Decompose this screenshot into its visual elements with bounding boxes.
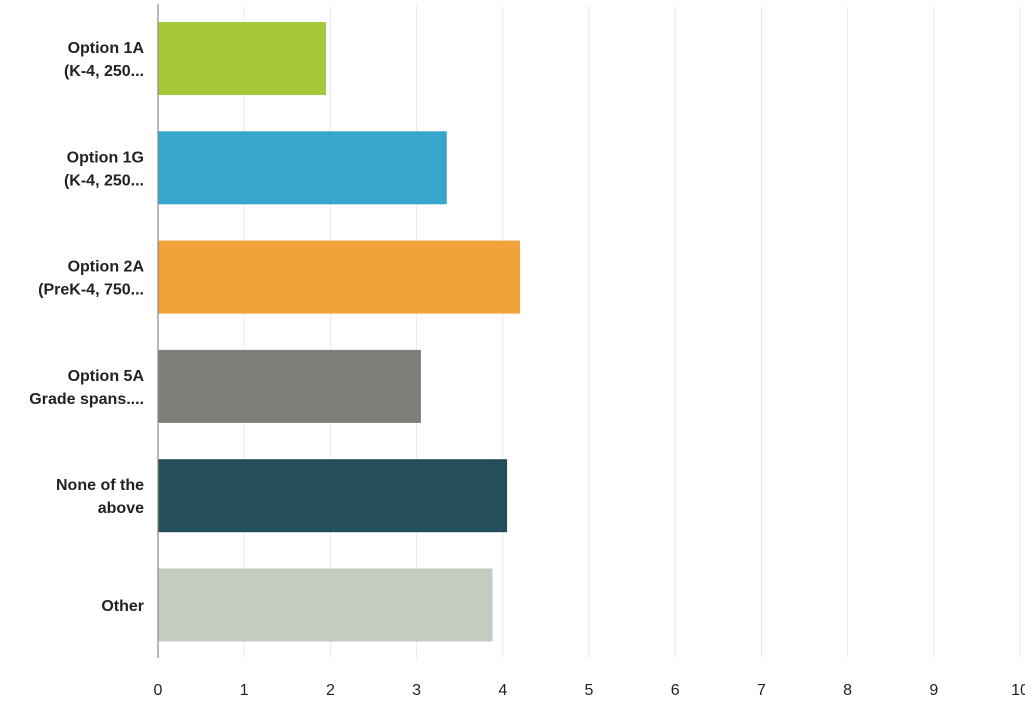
x-tick-label: 5 — [585, 682, 594, 699]
bar — [158, 459, 508, 533]
x-tick-label: 1 — [240, 682, 249, 699]
category-label: Option 2A (PreK-4, 750... — [38, 259, 144, 299]
x-tick-label: 10 — [1011, 682, 1025, 699]
x-tick-label: 0 — [154, 682, 163, 699]
bar — [158, 349, 421, 423]
category-label: Other — [101, 598, 144, 615]
bar — [158, 131, 447, 205]
category-label: Option 5A Grade spans.... — [29, 368, 144, 408]
x-tick-label: 4 — [498, 682, 507, 699]
category-label: None of the above — [56, 477, 144, 517]
category-label: Option 1A (K-4, 250... — [64, 40, 144, 80]
category-labels: Option 1A (K-4, 250... Option 1G (K-4, 250.… — [29, 40, 144, 615]
bar — [158, 22, 327, 95]
x-tick-label: 2 — [326, 682, 335, 699]
x-tick-label: 9 — [929, 682, 938, 699]
bar — [158, 240, 521, 314]
bars — [158, 22, 521, 642]
gridlines — [243, 6, 1021, 658]
bar — [158, 568, 493, 642]
x-tick-labels: 0 1 2 3 4 5 6 7 8 9 10 — [154, 682, 1025, 699]
x-tick-label: 3 — [412, 682, 421, 699]
category-label: Option 1G (K-4, 250... — [64, 149, 144, 189]
x-tick-label: 7 — [757, 682, 766, 699]
x-tick-label: 6 — [671, 682, 680, 699]
x-tick-label: 8 — [843, 682, 852, 699]
